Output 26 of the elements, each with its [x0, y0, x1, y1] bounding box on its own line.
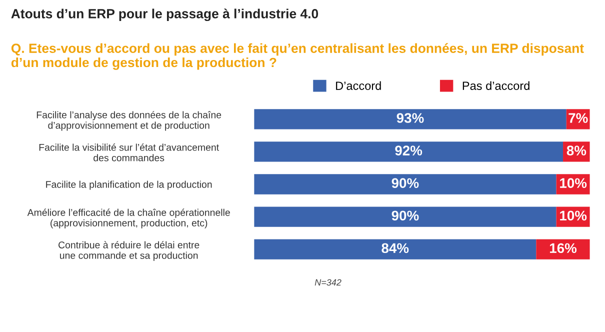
data-label: 10% — [560, 178, 587, 188]
data-label: 93% — [396, 113, 424, 123]
legend-label: Pas d’accord — [462, 81, 530, 90]
legend-label: D’accord — [336, 81, 381, 90]
chart-title: Atouts d’un ERP pour le passage à l’industrie 4.0 — [11, 8, 318, 22]
y-tick-label: Facilite la planification de la production — [46, 180, 212, 190]
data-label: 10% — [560, 210, 587, 221]
y-tick-label: Contribue à réduire le délai entre une commande et sa production — [58, 241, 200, 261]
bar — [254, 206, 556, 227]
bar — [254, 174, 556, 194]
bar — [254, 109, 566, 130]
bar — [254, 239, 536, 260]
data-label: 84% — [382, 243, 409, 254]
chart-subtitle: Q. Etes-vous d’accord ou pas avec le fait qu’en centralisant les données, un ERP disposant d’un module de gestion de la production ? — [11, 43, 584, 70]
data-label: 90% — [392, 210, 419, 221]
data-label: 7% — [568, 113, 588, 123]
bar — [536, 239, 590, 260]
data-label: 16% — [550, 243, 577, 254]
data-label: 8% — [566, 146, 586, 156]
y-tick-label: Facilite la visibilité sur l’état d’avancement des commandes — [39, 144, 219, 162]
data-label: 90% — [392, 178, 419, 188]
text: N=342 — [314, 279, 342, 286]
bar — [254, 142, 564, 162]
y-tick-label: Améliore l’efficacité de la chaîne opérationnelle (approvisionnement, production, etc) — [27, 208, 230, 228]
data-label: 92% — [395, 146, 422, 156]
y-tick-label: Facilite l’analyse des données de la chaîne d’approvisionnement et de production — [36, 111, 222, 131]
